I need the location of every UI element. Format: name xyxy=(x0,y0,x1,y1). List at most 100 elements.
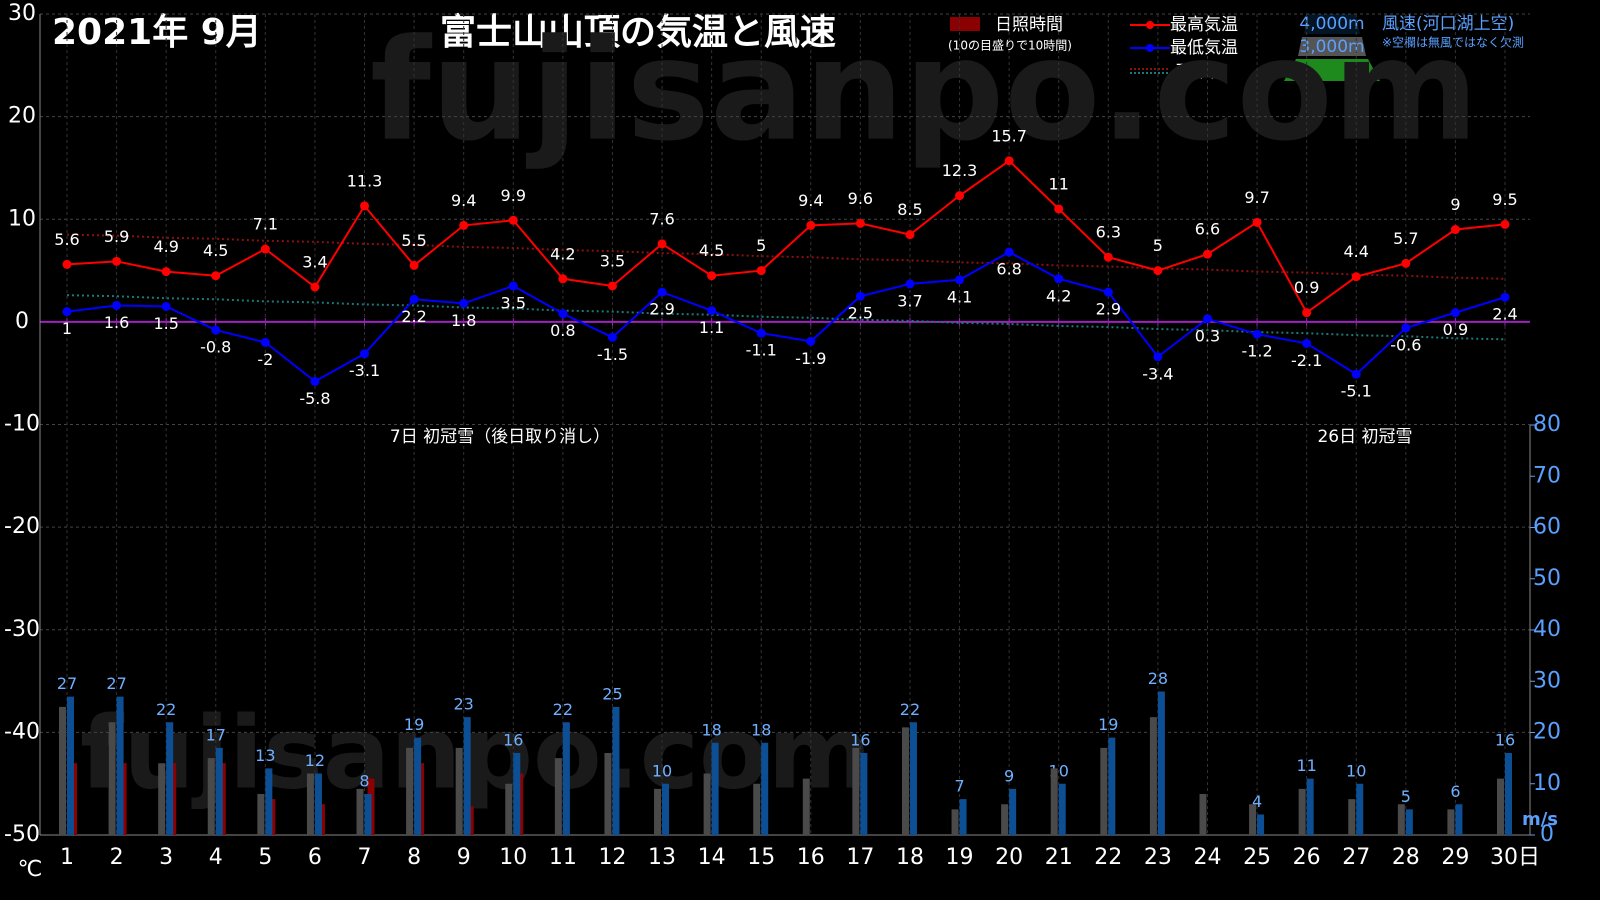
wind-bar xyxy=(654,788,662,835)
wind-label: 27 xyxy=(57,674,77,693)
wind-bar xyxy=(1505,753,1512,835)
wind-bar xyxy=(265,768,273,835)
wind-bar xyxy=(414,737,422,835)
value-label: -0.8 xyxy=(200,338,231,357)
wind-bar xyxy=(604,753,612,835)
x-tick-label: 24 xyxy=(1193,845,1221,870)
y-tick-label: 10 xyxy=(8,206,36,231)
temp-point xyxy=(1401,258,1411,268)
wind-bar xyxy=(1001,804,1009,835)
x-tick-label: 15 xyxy=(747,845,775,870)
temp-point xyxy=(657,287,667,297)
temp-point xyxy=(62,259,72,269)
y2-tick-label: 40 xyxy=(1533,617,1561,642)
wind-bar xyxy=(554,758,562,835)
value-label: -2.1 xyxy=(1291,351,1322,370)
wind-bar xyxy=(703,773,711,835)
x-tick-label: 21 xyxy=(1045,845,1073,870)
wind-bar xyxy=(1497,778,1504,835)
temp-point xyxy=(360,201,370,211)
legend-label: 4,000m xyxy=(1299,14,1364,34)
value-label: 4.1 xyxy=(947,287,972,306)
value-label: 9.5 xyxy=(1492,190,1517,209)
temp-point xyxy=(1054,274,1064,284)
value-label: -1.5 xyxy=(597,345,628,364)
date-label: 2021年 9月 xyxy=(52,12,262,53)
value-label: 9.4 xyxy=(798,191,823,210)
value-label: 9.4 xyxy=(451,191,476,210)
wind-label: 10 xyxy=(1346,761,1366,780)
temp-point xyxy=(756,328,766,338)
temp-point xyxy=(1054,204,1064,214)
legend-label: 3,000m xyxy=(1299,37,1364,57)
value-label: 5.9 xyxy=(104,227,129,246)
x-tick-label: 16 xyxy=(797,845,825,870)
value-label: 7.1 xyxy=(253,215,278,234)
value-label: 5 xyxy=(756,236,766,255)
wind-bar xyxy=(166,722,174,835)
value-label: -2 xyxy=(257,350,273,369)
wind-label: 10 xyxy=(652,761,672,780)
value-label: 2.5 xyxy=(848,304,873,323)
wind-label: 17 xyxy=(206,725,226,744)
wind-bar xyxy=(257,794,265,835)
temp-point xyxy=(211,271,221,281)
temp-point xyxy=(1302,338,1312,348)
temp-point xyxy=(1351,369,1361,379)
wind-bar xyxy=(753,783,761,835)
x-tick-label: 28 xyxy=(1392,845,1420,870)
y2-tick-label: 20 xyxy=(1533,720,1561,745)
value-label: 1.6 xyxy=(104,313,129,332)
value-label: 9.6 xyxy=(848,189,873,208)
value-label: 4.9 xyxy=(153,237,178,256)
temp-point xyxy=(955,191,965,201)
temp-point xyxy=(1500,219,1510,229)
y-tick-label: -10 xyxy=(4,412,40,437)
normal-line xyxy=(66,294,1506,341)
legend-label: 最低気温 xyxy=(1170,38,1238,58)
y-unit: ℃ xyxy=(18,857,43,882)
temp-point xyxy=(905,279,915,289)
wind-bar xyxy=(761,742,769,835)
wind-bar xyxy=(1455,804,1463,835)
y2-tick-label: 70 xyxy=(1533,463,1561,488)
wind-label: 8 xyxy=(359,772,369,791)
y-tick-label: -30 xyxy=(4,617,40,642)
wind-label: 27 xyxy=(106,674,126,693)
temp-point xyxy=(607,332,617,342)
value-label: 3.5 xyxy=(600,251,625,270)
wind-bar xyxy=(207,758,215,835)
temp-point xyxy=(707,271,717,281)
wind-bar xyxy=(158,763,166,835)
temp-point xyxy=(211,325,221,335)
wind-bar xyxy=(1447,809,1455,835)
value-label: 1.1 xyxy=(699,318,724,337)
value-label: 5 xyxy=(1153,236,1163,255)
value-label: -3.4 xyxy=(1142,364,1173,383)
wind-bar xyxy=(860,753,868,835)
y-tick-label: 20 xyxy=(8,104,36,129)
value-label: 2.2 xyxy=(401,307,426,326)
temp-point xyxy=(1500,292,1510,302)
wind-bar xyxy=(1108,737,1116,835)
wind-bar xyxy=(505,783,513,835)
wind-label: 11 xyxy=(1296,756,1316,775)
wind-bar xyxy=(852,747,860,835)
value-label: 0.9 xyxy=(1294,278,1319,297)
wind-label: 22 xyxy=(900,700,920,719)
x-tick-label: 26 xyxy=(1293,845,1321,870)
value-label: 2.9 xyxy=(649,300,674,319)
y-tick-label: 30 xyxy=(8,1,36,26)
temp-point xyxy=(360,349,370,359)
x-tick-label: 30日 xyxy=(1490,845,1540,870)
temp-point xyxy=(607,281,617,291)
temp-point xyxy=(1252,329,1262,339)
wind-label: 22 xyxy=(553,700,573,719)
wind-label: 7 xyxy=(954,777,964,796)
wind-bar xyxy=(1157,691,1165,835)
x-tick-label: 17 xyxy=(846,845,874,870)
value-label: 11 xyxy=(1049,174,1069,193)
legend-note: ※空欄は無風ではなく欠測 xyxy=(1382,35,1524,50)
temp-point xyxy=(1450,308,1460,318)
